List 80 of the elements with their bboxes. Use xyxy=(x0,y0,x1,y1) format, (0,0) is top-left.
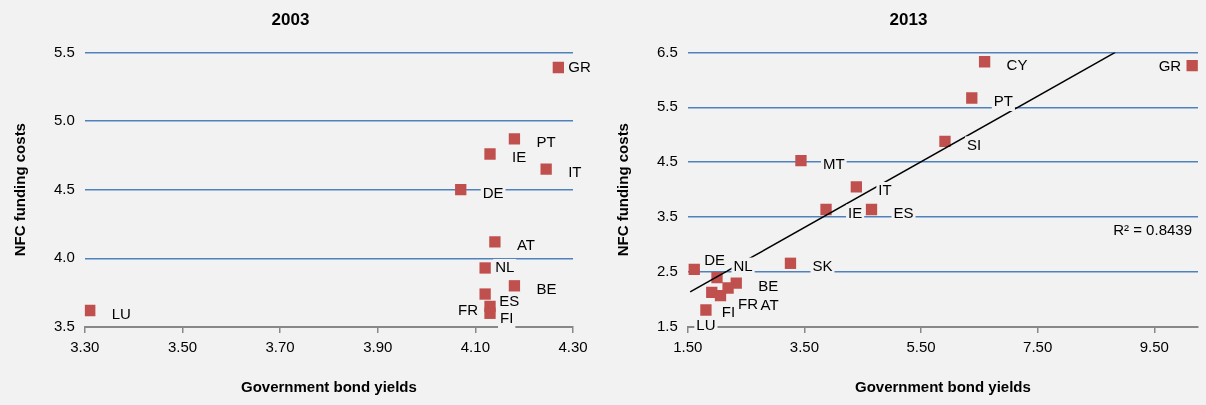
point xyxy=(479,262,491,274)
point xyxy=(552,61,565,74)
x-tick-label: 4.10 xyxy=(460,338,490,356)
annotation: DE xyxy=(704,251,726,269)
point xyxy=(84,304,96,317)
point xyxy=(484,148,496,160)
x-tick-label: 5.50 xyxy=(906,338,936,356)
point xyxy=(484,307,496,319)
x-tick-label: 4.30 xyxy=(558,338,588,356)
y-tick-label: 4.5 xyxy=(656,152,678,170)
annotation: FR xyxy=(458,300,479,318)
y-axis-title: NFC funding costs xyxy=(614,123,632,257)
point xyxy=(508,280,521,292)
x-tick-label: 3.90 xyxy=(363,338,393,356)
y-tick-label: 4.5 xyxy=(53,179,75,197)
y-tick-label: 5.5 xyxy=(53,42,75,60)
point xyxy=(966,92,978,104)
point xyxy=(978,56,991,68)
point xyxy=(795,154,807,167)
annotation: IE xyxy=(848,203,863,221)
annotation: DE xyxy=(482,183,504,201)
annotation: ES xyxy=(893,203,914,221)
annotation: FI xyxy=(721,302,736,320)
x-axis-title: Government bond yields xyxy=(240,378,417,396)
point xyxy=(688,263,700,275)
annotation: FR xyxy=(738,295,759,313)
point xyxy=(1186,59,1198,72)
point xyxy=(700,304,712,316)
annotation: MT xyxy=(822,154,845,172)
x-tick-label: 1.50 xyxy=(673,338,703,356)
point xyxy=(455,184,467,196)
annotation: IT xyxy=(878,181,892,199)
annotation: NL xyxy=(733,256,753,274)
annotation: LU xyxy=(696,316,716,334)
annotation: IE xyxy=(512,148,527,166)
x-tick-label: 9.50 xyxy=(1139,338,1169,356)
annotation: BE xyxy=(536,279,557,297)
annotation: FI xyxy=(500,309,514,327)
point xyxy=(540,163,552,175)
point xyxy=(784,257,797,269)
x-tick-label: 7.50 xyxy=(1023,338,1053,356)
chart-title: 2013 xyxy=(889,9,928,29)
y-tick-label: 5.5 xyxy=(656,97,678,115)
chart-title: 2003 xyxy=(271,9,310,29)
y-tick-label: 3.5 xyxy=(53,317,75,335)
annotation: NL xyxy=(495,258,515,276)
annotation: AT xyxy=(516,236,535,254)
point xyxy=(714,290,727,302)
point xyxy=(850,181,862,193)
annotation: SI xyxy=(966,135,982,153)
annotation: SK xyxy=(812,257,833,275)
annotation: ES xyxy=(499,292,520,310)
point xyxy=(479,288,491,300)
y-tick-label: 6.5 xyxy=(656,42,678,60)
annotation: GR xyxy=(568,57,592,75)
y-tick-label: 1.5 xyxy=(656,317,678,335)
annotation: BE xyxy=(758,277,779,295)
y-tick-label: 4.0 xyxy=(53,248,75,266)
annotation: LU xyxy=(111,304,131,322)
annotation: AT xyxy=(760,295,779,313)
y-tick-label: 3.5 xyxy=(656,207,678,225)
point xyxy=(939,135,951,148)
annotation: PT xyxy=(536,133,556,151)
y-tick-label: 5.0 xyxy=(53,111,75,129)
point xyxy=(508,133,521,145)
annotation: PT xyxy=(993,92,1013,110)
point xyxy=(820,203,832,216)
x-axis-title: Government bond yields xyxy=(854,378,1031,396)
annotation: GR xyxy=(1158,56,1182,74)
annotation: CY xyxy=(1006,55,1028,73)
x-tick-label: 3.70 xyxy=(265,338,295,356)
x-tick-label: 3.50 xyxy=(167,338,198,356)
x-tick-label: 3.30 xyxy=(70,338,100,356)
point xyxy=(489,236,501,248)
annotation: R² = 0.8439 xyxy=(1113,221,1193,239)
point xyxy=(865,203,878,216)
y-tick-label: 2.5 xyxy=(656,262,678,280)
annotation: IT xyxy=(568,163,582,181)
x-tick-label: 3.50 xyxy=(789,338,820,356)
y-axis-title: NFC funding costs xyxy=(11,123,29,257)
